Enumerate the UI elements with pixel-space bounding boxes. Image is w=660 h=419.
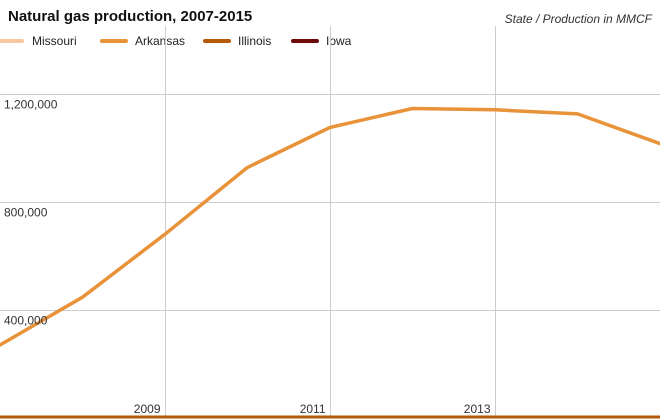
legend-swatch-arkansas <box>100 39 128 43</box>
chart-title: Natural gas production, 2007-2015 <box>8 8 253 25</box>
legend-swatch-illinois <box>203 39 231 43</box>
series-line-arkansas[interactable] <box>0 106 660 347</box>
chart-subtitle: State / Production in MMCF <box>504 12 652 26</box>
grid-layer <box>0 26 660 418</box>
tick-label-layer: 2009 2011 2013 400,000 800,000 1,200,000 <box>4 98 491 417</box>
y-tick-label-800000: 800,000 <box>4 206 48 220</box>
x-tick-label-2013: 2013 <box>464 402 491 416</box>
series-layer <box>0 106 660 419</box>
x-tick-label-2009: 2009 <box>134 402 161 416</box>
legend-label-illinois: Illinois <box>238 34 272 48</box>
x-tick-label-2011: 2011 <box>300 402 326 416</box>
y-tick-label-400000: 400,000 <box>4 314 48 328</box>
legend-label-arkansas: Arkansas <box>135 34 186 48</box>
legend-label-missouri: Missouri <box>32 34 77 48</box>
legend-swatch-missouri <box>0 39 24 43</box>
y-tick-label-1200000: 1,200,000 <box>4 98 58 112</box>
legend-label-iowa: Iowa <box>326 34 352 48</box>
legend-swatch-iowa <box>291 39 319 43</box>
